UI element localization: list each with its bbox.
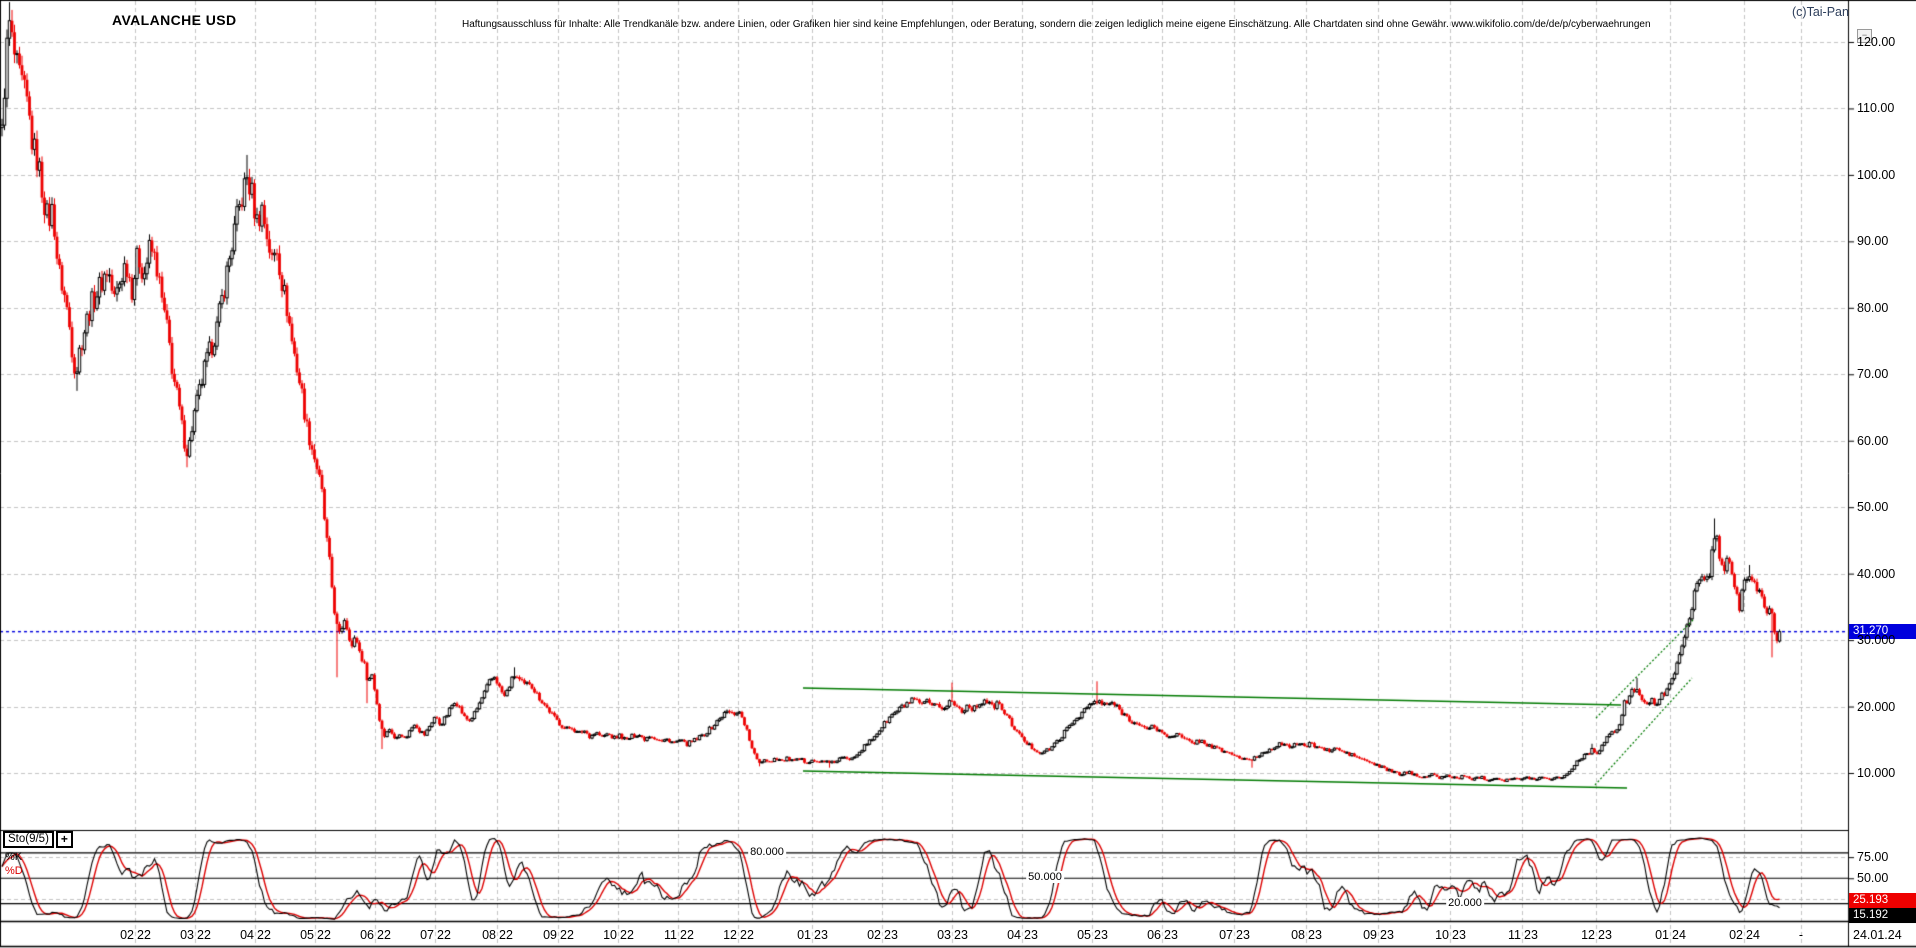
price-axis-label: 40.000 <box>1857 566 1896 581</box>
x-axis-label-month: 05 <box>1077 928 1091 942</box>
price-axis-label: 90.00 <box>1857 234 1889 249</box>
x-axis-label-month: 02 <box>867 928 881 942</box>
indicator-header: Sto(9/5) + <box>3 831 73 848</box>
x-axis-label-year: 22 <box>740 928 754 942</box>
x-axis-label-year: 23 <box>1308 928 1322 942</box>
x-axis-label-year: 24 <box>1672 928 1686 942</box>
x-axis-label-year: 22 <box>499 928 513 942</box>
x-axis-label-year: 22 <box>137 928 151 942</box>
x-axis-label-year: 23 <box>1380 928 1394 942</box>
x-axis-label-year: 23 <box>1236 928 1250 942</box>
x-axis-label-month: 12 <box>723 928 737 942</box>
price-axis-label: 30.000 <box>1857 633 1896 648</box>
x-axis-label-year: 22 <box>257 928 271 942</box>
stochastic-threshold-label: 80.000 <box>748 845 786 858</box>
indicator-name-button[interactable]: Sto(9/5) <box>3 831 54 848</box>
x-axis-label-month: 05 <box>300 928 314 942</box>
x-axis-label-month: 02 <box>120 928 134 942</box>
x-axis-label-month: 10 <box>1435 928 1449 942</box>
x-axis-label-year: 23 <box>1524 928 1538 942</box>
price-axis-label: 100.00 <box>1857 167 1896 182</box>
x-axis-label-year: 23 <box>1164 928 1178 942</box>
price-axis-label: 70.00 <box>1857 367 1889 382</box>
x-axis-label-month: 10 <box>603 928 617 942</box>
x-axis-label-month: 06 <box>1147 928 1161 942</box>
chart-title: AVALANCHE USD <box>112 12 237 28</box>
x-axis-label-month: 02 <box>1729 928 1743 942</box>
last-price-badge: 31.270 <box>1849 624 1916 639</box>
stochastic-axis-label: 75.00 <box>1857 850 1889 865</box>
x-axis-label-month: 09 <box>1363 928 1377 942</box>
x-axis-label-month: 08 <box>482 928 496 942</box>
x-axis-label-month: 09 <box>543 928 557 942</box>
x-axis-label-month: 07 <box>420 928 434 942</box>
price-axis-label: 20.000 <box>1857 699 1896 714</box>
x-axis-label-month: 07 <box>1219 928 1233 942</box>
x-axis-label-year: 22 <box>377 928 391 942</box>
x-axis-label-year: 22 <box>437 928 451 942</box>
x-axis-label-year: 23 <box>884 928 898 942</box>
x-axis-label-year: 23 <box>1094 928 1108 942</box>
x-axis-future-tick-label: - <box>1798 928 1804 942</box>
x-axis-label-month: 08 <box>1291 928 1305 942</box>
x-axis-label-year: 22 <box>680 928 694 942</box>
x-axis-label-month: 03 <box>937 928 951 942</box>
x-axis-label-month: 11 <box>1508 928 1521 942</box>
x-axis-label-year: 23 <box>1452 928 1466 942</box>
x-axis-label-month: 04 <box>1007 928 1021 942</box>
x-axis-label-month: 06 <box>360 928 374 942</box>
x-axis-label-year: 22 <box>317 928 331 942</box>
x-axis-label-year: 22 <box>560 928 574 942</box>
stochastic-k-badge: 15.192 <box>1849 908 1916 923</box>
stochastic-axis-label: 50.00 <box>1857 871 1889 886</box>
price-axis-label: 80.00 <box>1857 300 1889 315</box>
x-axis-label-month: 12 <box>1581 928 1595 942</box>
stochastic-d-badge: 25.193 <box>1849 893 1916 908</box>
copyright-label: (c)Tai-Pan <box>1792 5 1849 19</box>
x-axis-label-year: 23 <box>1024 928 1038 942</box>
d-line-legend: %D <box>5 865 23 877</box>
price-axis-label: 110.00 <box>1857 101 1895 116</box>
x-axis-label-month: 01 <box>797 928 811 942</box>
add-indicator-icon[interactable]: + <box>55 831 73 848</box>
stochastic-threshold-label: 20.000 <box>1446 896 1484 909</box>
k-line-legend: %K <box>5 851 23 863</box>
price-axis-label: 120.00 <box>1857 34 1896 49</box>
disclaimer-text: Haftungsausschluss für Inhalte: Alle Tre… <box>462 19 1651 30</box>
x-axis-label-month: 04 <box>240 928 254 942</box>
x-axis-label-year: 22 <box>197 928 211 942</box>
x-axis-label-year: 24 <box>1746 928 1760 942</box>
x-axis-label-year: 23 <box>1598 928 1612 942</box>
x-axis-label-year: 22 <box>620 928 634 942</box>
x-axis-label-month: 01 <box>1655 928 1669 942</box>
x-axis-label-year: 23 <box>954 928 968 942</box>
price-axis-label: 60.00 <box>1857 433 1889 448</box>
x-axis-label-month: 11 <box>664 928 677 942</box>
axis-end-date: 24.01.24 <box>1853 928 1902 942</box>
price-axis-label: 10.000 <box>1857 766 1896 780</box>
collapse-icon[interactable]: − <box>1857 29 1872 43</box>
x-axis-label-month: 03 <box>180 928 194 942</box>
x-axis-label-year: 23 <box>814 928 828 942</box>
price-axis-label: 50.00 <box>1857 500 1889 515</box>
stochastic-threshold-label: 50.000 <box>1026 871 1064 884</box>
